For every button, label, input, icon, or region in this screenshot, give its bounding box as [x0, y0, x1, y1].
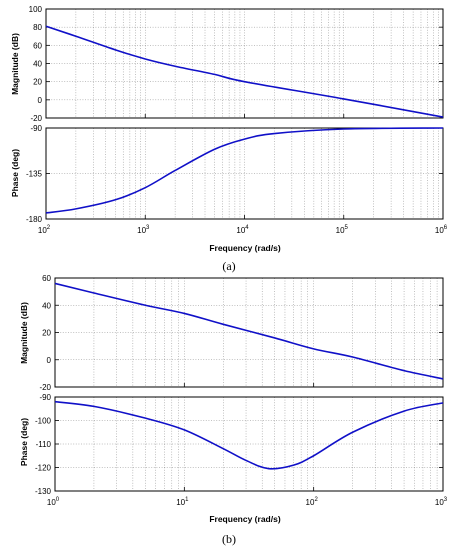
gridlines-a-magnitude	[46, 9, 443, 118]
ylabel-magnitude-b: Magnitude (dB)	[19, 302, 29, 364]
ytick-label: -20	[39, 383, 51, 392]
series-line-a-phase	[45, 127, 444, 214]
xtick-label: 101	[176, 497, 189, 507]
xtick-label: 106	[435, 225, 448, 235]
xtick-label: 100	[47, 497, 60, 507]
ytick-label: -20	[30, 114, 42, 123]
gridlines-a-phase	[46, 128, 443, 219]
ytick-label: 40	[42, 301, 51, 310]
ytick-label: -100	[35, 417, 52, 426]
ytick-label: -135	[26, 170, 43, 179]
ytick-label: -110	[36, 440, 52, 449]
caption-b: (b)	[222, 532, 236, 546]
ytick-label: -120	[35, 464, 52, 473]
xtick-label: 105	[336, 225, 349, 235]
plot-panels: -20 0 20 40 60 80 100 -180 -135 -90 102 103 104 105 10…	[26, 5, 448, 507]
ytick-label: 80	[33, 23, 42, 32]
chart-b-magnitude: -20 0 20 40 60	[39, 274, 444, 392]
ytick-label: 0	[47, 356, 52, 365]
chart-a-magnitude: -20 0 20 40 60 80 100	[29, 5, 444, 123]
ytick-label: -90	[39, 393, 51, 402]
xtick-label: 102	[306, 497, 319, 507]
gridlines-b-magnitude	[55, 278, 443, 387]
ytick-label: 0	[38, 96, 43, 105]
chart-a-phase: -180 -135 -90 102 103 104 105 106	[26, 124, 448, 235]
ytick-label: -180	[26, 215, 43, 224]
series-line-a-magnitude	[45, 25, 444, 118]
ylabel-phase-b: Phase (deg)	[19, 418, 29, 466]
ytick-label: -90	[30, 124, 42, 133]
xlabel-a: Frequency (rad/s)	[209, 243, 280, 253]
series-line-b-phase	[54, 400, 444, 470]
ytick-label: -130	[35, 487, 52, 496]
ytick-label: 20	[42, 329, 51, 338]
ytick-label: 20	[33, 78, 42, 87]
caption-a: (a)	[222, 259, 235, 273]
series-line-b-magnitude	[54, 282, 444, 380]
ylabel-magnitude-a: Magnitude (dB)	[10, 33, 20, 95]
xtick-label: 103	[435, 497, 448, 507]
ytick-label: 60	[33, 41, 42, 50]
ylabel-phase-a: Phase (deg)	[10, 149, 20, 197]
xtick-label: 104	[236, 225, 249, 235]
ytick-label: 40	[33, 60, 42, 69]
ytick-label: 60	[42, 274, 51, 283]
xlabel-b: Frequency (rad/s)	[209, 514, 280, 524]
xtick-label: 103	[137, 225, 150, 235]
xtick-label: 102	[38, 225, 51, 235]
chart-b-phase: -130 -120 -110 -100 -90 100 101 102 103	[35, 393, 448, 507]
ytick-label: 100	[29, 5, 43, 14]
